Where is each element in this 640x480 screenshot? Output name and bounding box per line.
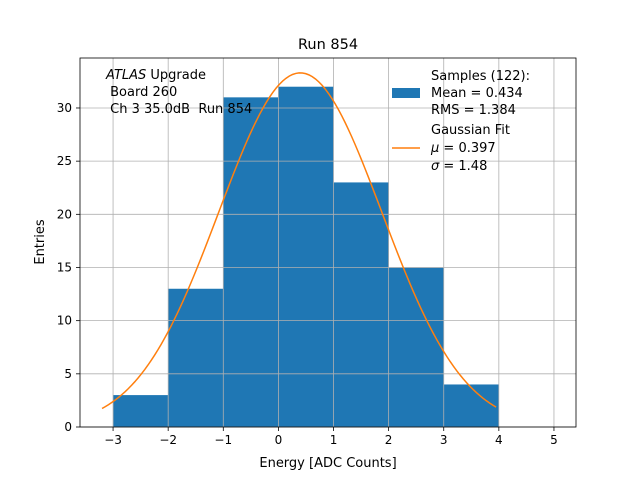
x-tick-label-3: 0 [275, 433, 283, 447]
y-tick-label-5: 25 [57, 154, 72, 168]
x-tick-label-0: −3 [104, 433, 122, 447]
annotation-line-3: Ch 3 35.0dB Run 854 [106, 102, 252, 117]
y-tick-label-2: 10 [57, 314, 72, 328]
legend-hist-rms: RMS = 1.384 [431, 103, 516, 118]
histogram-bar-0 [113, 395, 169, 427]
histogram-bar-6 [443, 384, 499, 427]
annotation-line-1: ATLAS Upgrade [105, 68, 206, 83]
histogram-bar-2 [223, 97, 279, 427]
legend-fit-mu: μ = 0.397 [430, 141, 496, 156]
histogram-bar-1 [168, 288, 224, 427]
y-tick-label-4: 20 [57, 207, 72, 221]
legend-hist-title: Samples (122): [431, 69, 530, 84]
legend-hist-swatch [392, 88, 420, 98]
y-axis-label: Entries [33, 219, 48, 265]
x-tick-label-4: 1 [330, 433, 338, 447]
x-axis-label: Energy [ADC Counts] [259, 456, 396, 471]
histogram-bar-4 [333, 182, 389, 427]
legend-mu-symbol: μ [430, 141, 439, 156]
annotation-line-2: Board 260 [106, 85, 177, 100]
legend-fit-sigma: σ = 1.48 [431, 159, 487, 174]
y-axis-ticks: 0 5 10 15 20 25 30 [57, 101, 80, 434]
histogram-bar-5 [388, 267, 444, 427]
gaussian-fit-curve [101, 72, 497, 410]
chart-title: Run 854 [298, 37, 358, 53]
x-tick-label-5: 2 [385, 433, 393, 447]
y-tick-label-3: 15 [57, 260, 72, 274]
x-axis-ticks: −3 −2 −1 0 1 2 3 4 5 [104, 427, 558, 447]
histogram-bars [113, 86, 499, 427]
legend-hist-mean: Mean = 0.434 [431, 86, 523, 101]
legend: Samples (122): Mean = 0.434 RMS = 1.384 … [392, 69, 530, 174]
annotation-atlas: ATLAS [105, 68, 146, 83]
annotation-upgrade: Upgrade [146, 68, 206, 83]
annotation-box: ATLAS Upgrade Board 260 Ch 3 35.0dB Run … [105, 68, 252, 117]
y-tick-label-0: 0 [64, 420, 72, 434]
legend-sigma-symbol: σ [431, 159, 440, 174]
plot-frame [79, 57, 577, 428]
legend-fit-title: Gaussian Fit [431, 123, 510, 138]
x-tick-label-7: 4 [495, 433, 503, 447]
x-tick-label-6: 3 [440, 433, 448, 447]
x-tick-label-1: −2 [159, 433, 177, 447]
histogram-bar-3 [278, 86, 334, 427]
x-tick-label-2: −1 [214, 433, 232, 447]
y-tick-label-6: 30 [57, 101, 72, 115]
legend-sigma-value: = 1.48 [439, 159, 487, 174]
legend-mu-value: = 0.397 [439, 141, 495, 156]
x-tick-label-8: 5 [550, 433, 558, 447]
y-tick-label-1: 5 [64, 367, 72, 381]
